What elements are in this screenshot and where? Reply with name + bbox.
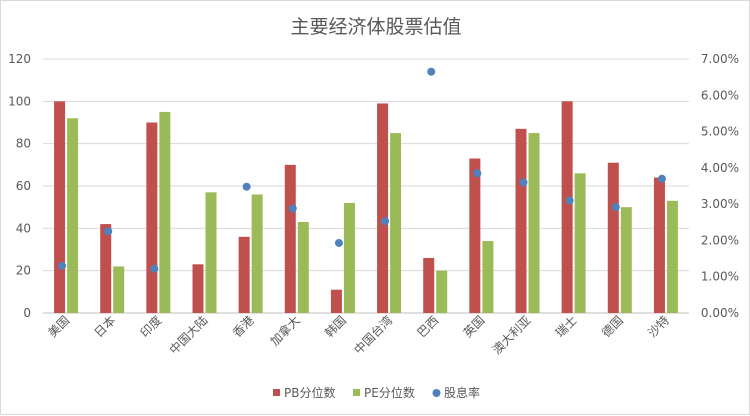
category-label: 印度 xyxy=(137,313,165,341)
pb-bar xyxy=(653,177,665,313)
category-label: 巴西 xyxy=(414,313,441,340)
dividend-point xyxy=(473,169,482,178)
dividend-point xyxy=(150,264,159,273)
pb-bar xyxy=(607,162,619,313)
pb-bar xyxy=(330,289,342,313)
right-tick-label: 4.00% xyxy=(701,161,739,175)
category-label: 澳大利亚 xyxy=(490,313,534,357)
category-label: 中国大陆 xyxy=(166,313,211,358)
pe-bar xyxy=(251,194,263,313)
legend-swatch xyxy=(273,389,280,396)
right-axis: 0.00% 1.00% 2.00% 3.00% 4.00% 5.00% 6.00% 7.00% xyxy=(701,52,739,320)
pe-bar xyxy=(297,221,309,313)
dividend-points xyxy=(58,67,666,273)
left-tick-label: 120 xyxy=(8,52,31,66)
pb-bar xyxy=(146,122,158,313)
right-tick-label: 2.00% xyxy=(701,233,739,247)
pe-bar xyxy=(620,207,632,313)
pe-bar xyxy=(482,241,494,313)
legend-label: 股息率 xyxy=(444,385,480,400)
pe-bar xyxy=(390,133,402,313)
pb-bar xyxy=(561,101,573,313)
category-label: 沙特 xyxy=(644,313,672,341)
category-label: 英国 xyxy=(461,313,488,340)
bars xyxy=(54,101,678,314)
category-label: 美国 xyxy=(45,313,72,340)
left-tick-label: 20 xyxy=(16,264,31,278)
left-tick-label: 0 xyxy=(23,306,31,320)
left-tick-label: 60 xyxy=(16,179,31,193)
left-tick-label: 80 xyxy=(16,137,31,151)
pb-bar xyxy=(377,103,389,313)
pb-bar xyxy=(469,158,481,313)
pe-bar xyxy=(574,173,586,313)
right-tick-label: 5.00% xyxy=(701,125,739,139)
right-tick-label: 6.00% xyxy=(701,88,739,102)
pb-bar xyxy=(284,164,296,313)
pe-bar xyxy=(343,202,355,313)
pb-bar xyxy=(54,101,66,313)
right-tick-label: 3.00% xyxy=(701,197,739,211)
pe-bar xyxy=(159,111,171,314)
right-tick-label: 0.00% xyxy=(701,306,739,320)
pe-bar xyxy=(205,192,217,313)
pe-bar xyxy=(113,266,125,313)
left-axis: 0 20 40 60 80 100 120 xyxy=(8,52,31,320)
dividend-point xyxy=(381,217,390,226)
pb-bar xyxy=(515,128,527,313)
dividend-point xyxy=(519,178,528,187)
right-tick-label: 1.00% xyxy=(701,270,739,284)
legend-marker xyxy=(432,389,441,397)
dividend-point xyxy=(657,174,666,183)
dividend-point xyxy=(242,182,251,191)
dividend-point xyxy=(288,204,297,213)
legend-swatch xyxy=(353,389,360,396)
left-tick-label: 40 xyxy=(16,221,31,235)
dividend-point xyxy=(427,67,436,76)
dividend-point xyxy=(565,196,574,205)
category-label: 德国 xyxy=(598,313,626,341)
dividend-point xyxy=(58,261,67,270)
pe-bar xyxy=(436,270,448,313)
pe-bar xyxy=(666,200,678,313)
gridlines xyxy=(43,58,689,314)
legend-label: PE分位数 xyxy=(364,385,415,400)
right-tick-label: 7.00% xyxy=(701,52,739,66)
category-label: 日本 xyxy=(91,313,118,340)
pb-bar xyxy=(238,236,250,313)
category-label: 加拿大 xyxy=(267,313,303,349)
pb-bar xyxy=(192,264,204,313)
pe-bar xyxy=(67,118,79,314)
category-label: 中国台湾 xyxy=(351,313,396,358)
legend: PB分位数 PE分位数 股息率 xyxy=(273,385,480,400)
legend-label: PB分位数 xyxy=(284,385,335,400)
category-labels: 美国 日本 印度 中国大陆 香港 加拿大 韩国 中国台湾 巴西 英国 澳大利亚 瑞士 德国 沙特 xyxy=(45,313,672,358)
pb-bar xyxy=(100,224,112,313)
left-tick-label: 100 xyxy=(8,94,31,108)
pe-bar xyxy=(528,133,540,313)
pb-bar xyxy=(423,257,435,313)
category-label: 瑞士 xyxy=(553,313,580,340)
dividend-point xyxy=(104,227,113,236)
category-label: 香港 xyxy=(230,313,257,340)
dividend-point xyxy=(334,238,343,247)
dividend-point xyxy=(611,203,620,212)
category-label: 韩国 xyxy=(321,313,349,341)
chart-title: 主要经济体股票估值 xyxy=(290,16,461,38)
